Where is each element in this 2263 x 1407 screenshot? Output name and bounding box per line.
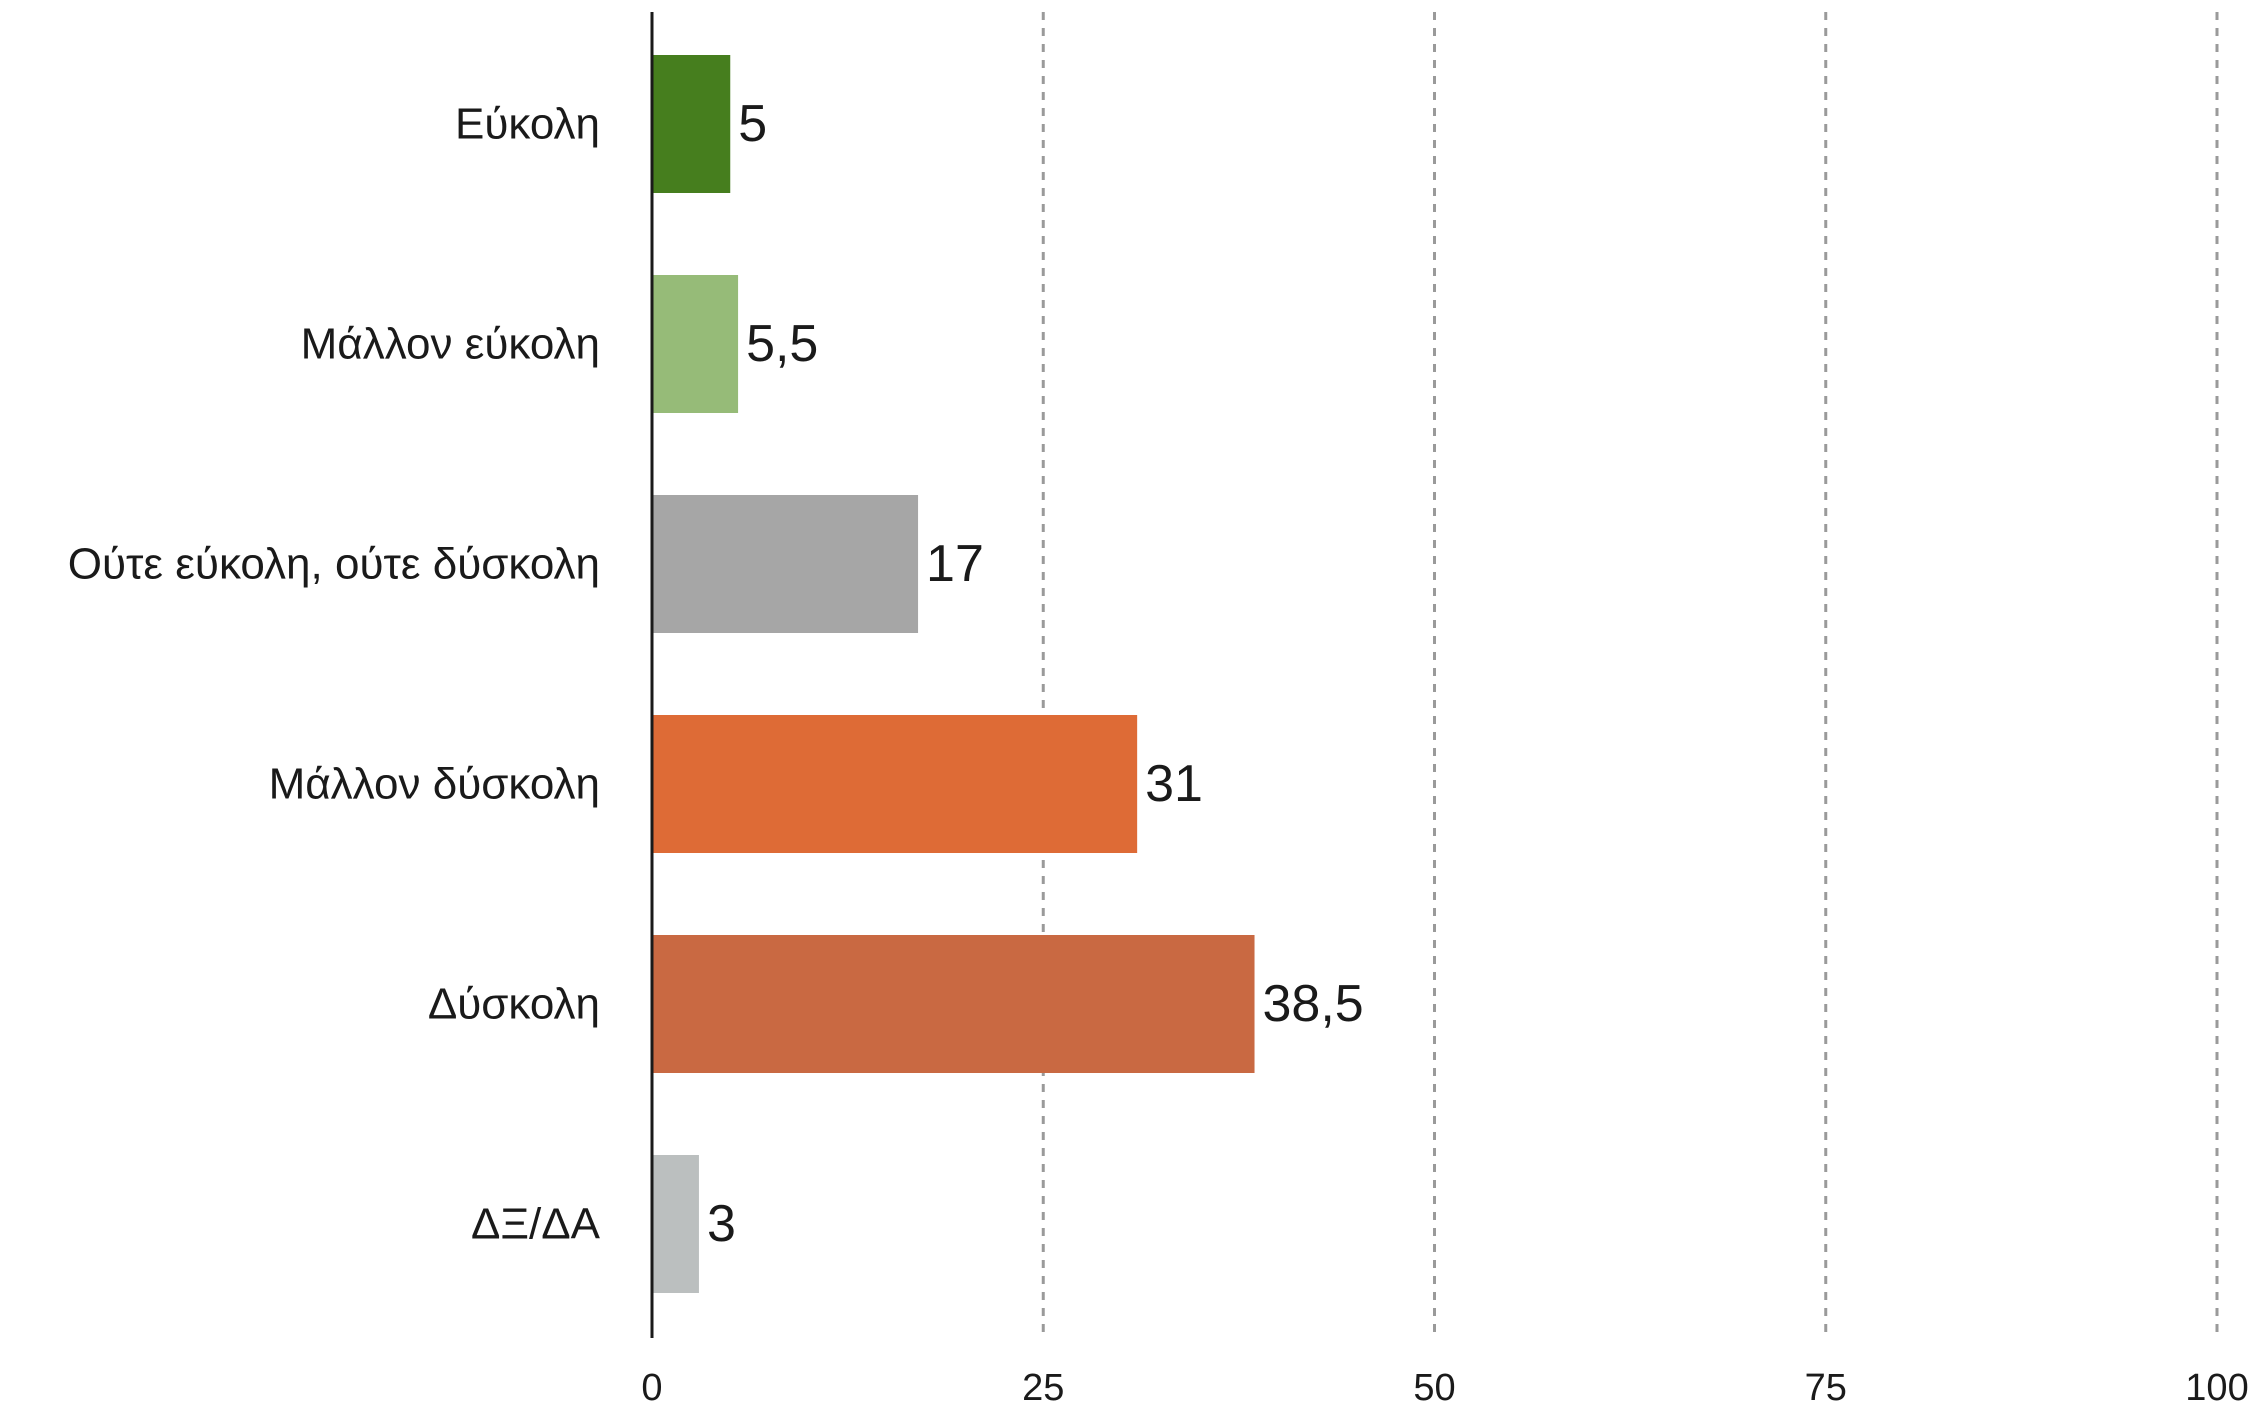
data-label: 5 [738,95,767,153]
category-labels: Εύκολη Μάλλον εύκολη Ούτε εύκολη, ούτε δύσ… [68,100,601,1249]
data-label: 17 [926,535,984,593]
data-label: 3 [707,1195,736,1253]
bar [652,275,739,413]
x-axis-ticks: 0 25 50 75 100 [641,1367,2248,1407]
category-label: Εύκολη [455,100,600,149]
value-labels: 5 5,5 17 31 38,5 3 [707,95,1364,1253]
category-label: Δύσκολη [428,980,600,1029]
data-label: 5,5 [746,315,818,373]
category-label: ΔΞ/ΔΑ [471,1200,601,1249]
gridlines [1041,12,2219,1338]
bar [652,495,919,633]
bar [652,55,731,193]
category-label: Μάλλον εύκολη [301,320,600,369]
data-label: 38,5 [1263,975,1364,1033]
x-tick-label: 75 [1805,1367,1847,1407]
x-tick-label: 0 [641,1367,662,1407]
bar [652,935,1255,1073]
bar [652,1155,699,1293]
category-label: Μάλλον δύσκολη [269,760,600,809]
bars [652,55,1255,1293]
data-label: 31 [1145,755,1203,813]
x-tick-label: 25 [1022,1367,1064,1407]
x-tick-label: 50 [1413,1367,1455,1407]
x-tick-label: 100 [2185,1367,2248,1407]
bar [652,715,1138,853]
category-label: Ούτε εύκολη, ούτε δύσκολη [68,540,600,589]
